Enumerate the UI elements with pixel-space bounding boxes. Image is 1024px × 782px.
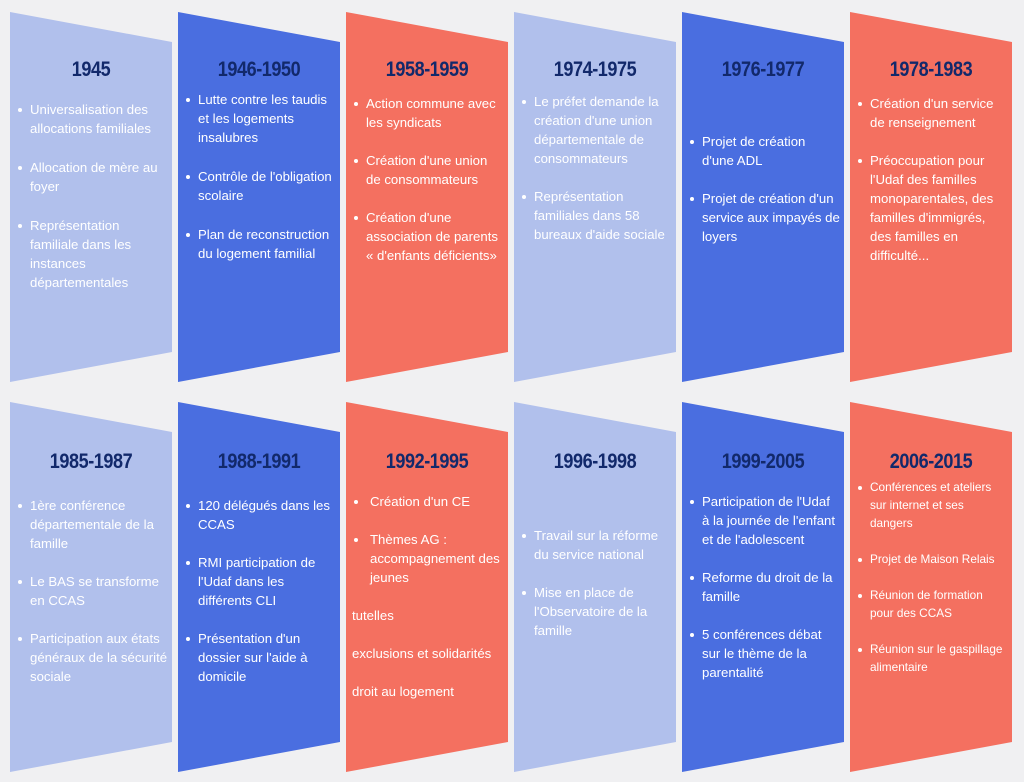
event-item: Thèmes AG : accompagnement des jeunes <box>346 530 508 587</box>
event-list: Création d'un service de renseignement Pr… <box>850 94 1012 265</box>
event-list: Projet de création d'une ADL Projet de c… <box>682 132 844 246</box>
card-background <box>346 402 508 772</box>
event-item: exclusions et solidarités <box>352 646 492 661</box>
event-item: Allocation de mère au foyer <box>10 158 172 196</box>
year-label: 1974-1975 <box>553 58 637 81</box>
year-label: 1978-1983 <box>889 58 973 81</box>
year-label: 1988-1991 <box>217 450 301 473</box>
card-shape <box>346 12 508 382</box>
event-item: Représentation familiales dans 58 bureau… <box>514 187 676 244</box>
event-list: Conférences et ateliers sur internet et … <box>850 478 1012 676</box>
event-item: 5 conférences débat sur le thème de la p… <box>682 625 844 682</box>
event-list: Universalisation des allocations familia… <box>10 100 172 292</box>
event-item: Universalisation des allocations familia… <box>10 100 172 138</box>
year-label: 2006-2015 <box>889 450 973 473</box>
card-background <box>514 12 676 382</box>
event-item: Le préfet demande la création d'une unio… <box>514 92 676 168</box>
event-list: 120 délégués dans les CCAS RMI participat… <box>178 496 340 686</box>
card-background <box>850 12 1012 382</box>
year-label: 1985-1987 <box>49 450 133 473</box>
event-item: Projet de Maison Relais <box>850 550 1012 568</box>
timeline-card: 1999-2005 Participation de l'Udaf à la j… <box>682 402 852 772</box>
event-list: Création d'un CE Thèmes AG : accompagneme… <box>346 492 508 701</box>
event-item: Réunion de formation pour des CCAS <box>850 586 1012 622</box>
year-label: 1992-1995 <box>385 450 469 473</box>
event-item: tutelles <box>352 608 394 623</box>
card-background <box>850 402 1012 772</box>
timeline-card: 1946-1950 Lutte contre les taudis et les … <box>178 12 348 382</box>
event-item: Participation de l'Udaf à la journée de … <box>682 492 844 549</box>
timeline-card: 1985-1987 1ère conférence départementale … <box>10 402 180 772</box>
card-background <box>682 402 844 772</box>
card-background <box>178 402 340 772</box>
timeline-card: 1974-1975 Le préfet demande la création d… <box>514 12 684 382</box>
year-label: 1996-1998 <box>553 450 637 473</box>
card-background <box>10 12 172 382</box>
event-item: Réunion sur le gaspillage alimentaire <box>850 640 1012 676</box>
timeline-card: 1945 Universalisation des allocations fa… <box>10 12 180 382</box>
event-item: Projet de création d'une ADL <box>682 132 844 170</box>
card-shape <box>850 402 1012 772</box>
card-shape <box>514 402 676 772</box>
event-item: Participation aux états généraux de la s… <box>10 629 172 686</box>
card-shape <box>178 12 340 382</box>
card-shape <box>10 402 172 772</box>
event-item: RMI participation de l'Udaf dans les dif… <box>178 553 340 610</box>
card-shape <box>178 402 340 772</box>
card-shape <box>514 12 676 382</box>
card-shape <box>682 12 844 382</box>
event-item: 1ère conférence départementale de la fam… <box>10 496 172 553</box>
event-list: Action commune avec les syndicats Créatio… <box>346 94 508 265</box>
year-label: 1958-1959 <box>385 58 469 81</box>
card-background <box>346 12 508 382</box>
event-item: 120 délégués dans les CCAS <box>178 496 340 534</box>
timeline-card: 1988-1991 120 délégués dans les CCAS RMI p… <box>178 402 348 772</box>
event-item: Création d'un service de renseignement <box>850 94 1012 132</box>
event-item: Action commune avec les syndicats <box>346 94 508 132</box>
card-shape <box>10 12 172 382</box>
event-list: 1ère conférence départementale de la fam… <box>10 496 172 686</box>
event-list: Participation de l'Udaf à la journée de … <box>682 492 844 682</box>
event-list: Le préfet demande la création d'une unio… <box>514 92 676 244</box>
year-label: 1999-2005 <box>721 450 805 473</box>
card-background <box>10 402 172 772</box>
card-shape <box>850 12 1012 382</box>
event-item: Mise en place de l'Observatoire de la fa… <box>514 583 676 640</box>
event-item: Reforme du droit de la famille <box>682 568 844 606</box>
card-background <box>178 12 340 382</box>
event-item: Création d'un CE <box>346 492 508 511</box>
card-shape <box>682 402 844 772</box>
timeline-card: 1976-1977 Projet de création d'une ADL Pr… <box>682 12 852 382</box>
event-list: Lutte contre les taudis et les logements… <box>178 90 340 263</box>
event-item: Préoccupation pour l'Udaf des familles m… <box>850 151 1012 265</box>
timeline-card: 1992-1995 Création d'un CE Thèmes AG : acc… <box>346 402 516 772</box>
event-list: Travail sur la réforme du service nation… <box>514 526 676 640</box>
year-label: 1946-1950 <box>217 58 301 81</box>
card-background <box>682 12 844 382</box>
event-item: Présentation d'un dossier sur l'aide à d… <box>178 629 340 686</box>
timeline-card: 1958-1959 Action commune avec les syndica… <box>346 12 516 382</box>
event-item: Plan de reconstruction du logement famil… <box>178 225 340 263</box>
card-background <box>514 402 676 772</box>
event-item: Création d'une union de consommateurs <box>346 151 508 189</box>
timeline-card: 1996-1998 Travail sur la réforme du servi… <box>514 402 684 772</box>
event-item: Le BAS se transforme en CCAS <box>10 572 172 610</box>
event-item: Travail sur la réforme du service nation… <box>514 526 676 564</box>
event-item: Projet de création d'un service aux impa… <box>682 189 844 246</box>
timeline-card: 1978-1983 Création d'un service de rensei… <box>850 12 1020 382</box>
card-shape <box>346 402 508 772</box>
event-item: Lutte contre les taudis et les logements… <box>178 90 340 147</box>
event-item: droit au logement <box>352 684 454 699</box>
event-item: Représentation familiale dans les instan… <box>10 216 172 292</box>
year-label: 1945 <box>71 58 111 81</box>
event-item: Création d'une association de parents « … <box>346 208 508 265</box>
event-item: Contrôle de l'obligation scolaire <box>178 167 340 205</box>
event-item: Conférences et ateliers sur internet et … <box>850 478 1012 532</box>
timeline-card: 2006-2015 Conférences et ateliers sur in… <box>850 402 1020 772</box>
year-label: 1976-1977 <box>721 58 805 81</box>
